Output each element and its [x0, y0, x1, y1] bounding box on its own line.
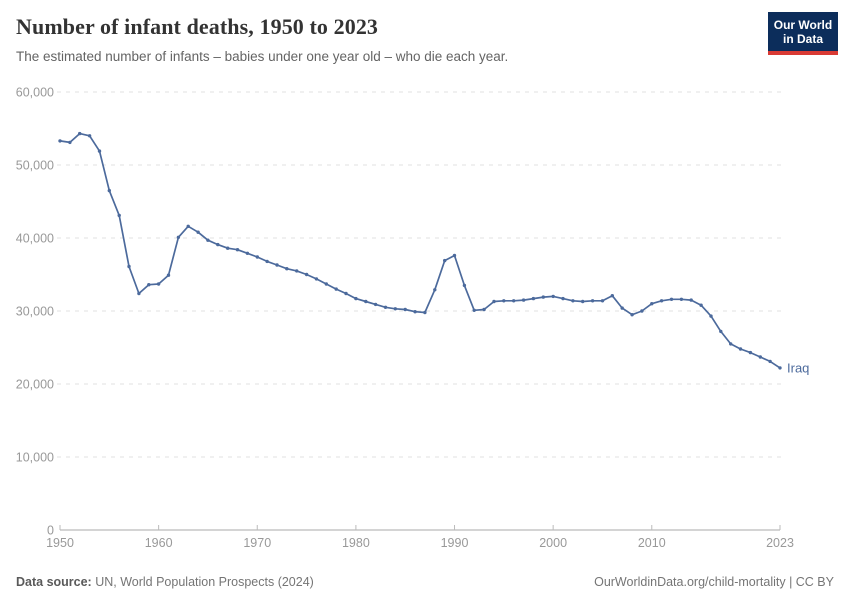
owid-logo: Our World in Data	[768, 12, 838, 55]
line-chart: 0 10,000 20,000 30,000 40,000 50,000 60,000 195…	[16, 86, 810, 551]
svg-text:20,000: 20,000	[16, 378, 54, 392]
svg-text:10,000: 10,000	[16, 451, 54, 465]
chart-footer: Data source: UN, World Population Prospe…	[0, 575, 850, 589]
svg-text:40,000: 40,000	[16, 232, 54, 246]
svg-text:1980: 1980	[342, 536, 370, 550]
owid-logo-line2: in Data	[782, 32, 823, 46]
data-source-text: UN, World Population Prospects (2024)	[91, 575, 314, 589]
svg-text:2010: 2010	[638, 536, 666, 550]
chart-area: 0 10,000 20,000 30,000 40,000 50,000 60,000 195…	[0, 80, 850, 551]
owid-logo-line1: Our World	[773, 18, 833, 32]
svg-text:1970: 1970	[243, 536, 271, 550]
citation-text: OurWorldinData.org/child-mortality | CC …	[594, 575, 834, 589]
svg-text:50,000: 50,000	[16, 159, 54, 173]
svg-text:0: 0	[47, 524, 54, 538]
series-end-label: Iraq	[787, 360, 809, 375]
svg-text:1990: 1990	[441, 536, 469, 550]
svg-text:2023: 2023	[766, 536, 794, 550]
chart-header: Number of infant deaths, 1950 to 2023 Th…	[16, 14, 750, 64]
svg-text:1960: 1960	[145, 536, 173, 550]
page-subtitle: The estimated number of infants – babies…	[16, 49, 509, 64]
data-source-label: Data source:	[16, 575, 92, 589]
svg-text:30,000: 30,000	[16, 305, 54, 319]
page-title: Number of infant deaths, 1950 to 2023	[16, 14, 379, 39]
svg-text:1950: 1950	[46, 536, 74, 550]
data-source: Data source: UN, World Population Prospe…	[16, 575, 314, 589]
svg-text:2000: 2000	[539, 536, 567, 550]
svg-text:60,000: 60,000	[16, 86, 54, 100]
